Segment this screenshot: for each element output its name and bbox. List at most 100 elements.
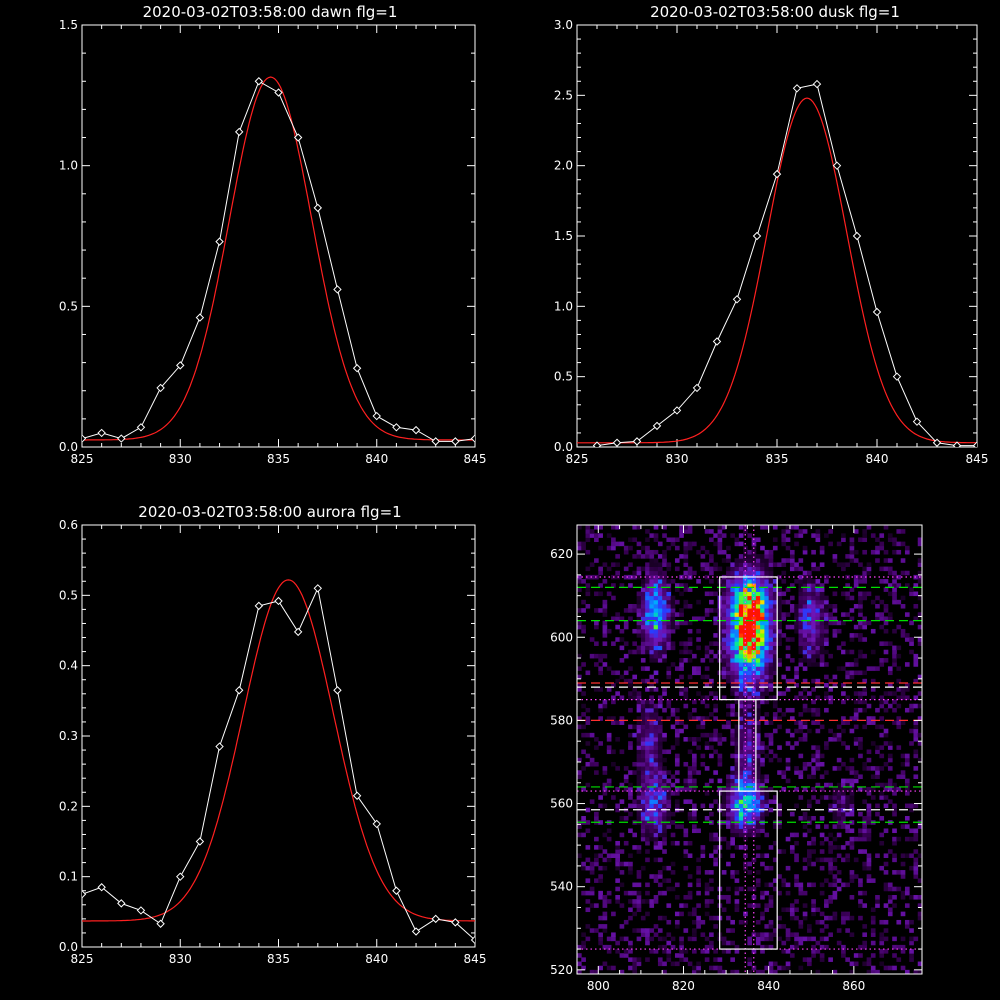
spectrogram-cell xyxy=(768,624,774,630)
spectrogram-cell xyxy=(755,707,761,713)
spectrogram-cell xyxy=(666,949,672,954)
spectrogram-cell xyxy=(611,682,616,688)
spectrogram-cell xyxy=(598,895,603,900)
spectrogram-cell xyxy=(585,732,591,738)
dusk-data-point xyxy=(952,441,962,447)
spectrogram-cell xyxy=(832,558,838,563)
spectrogram-cell xyxy=(726,599,731,605)
spectrogram-cell xyxy=(875,603,880,609)
spectrogram-cell xyxy=(875,853,880,858)
spectrogram-cell xyxy=(649,562,655,567)
spectrogram-cell xyxy=(892,828,897,834)
spectrogram-cell xyxy=(768,587,774,592)
spectrogram-cell xyxy=(870,766,876,771)
spectrogram-cell xyxy=(832,628,838,634)
spectrogram-cell xyxy=(764,620,770,626)
spectrogram-cell xyxy=(896,687,902,692)
spectrogram-cell xyxy=(824,741,829,746)
spectrogram-cell xyxy=(653,687,659,692)
spectrogram-cell xyxy=(687,766,693,771)
spectrogram-cell xyxy=(577,674,582,680)
spectrogram-cell xyxy=(862,529,868,534)
spectrogram-cell xyxy=(849,757,855,763)
spectrogram-cell xyxy=(726,591,731,597)
dawn-data-point xyxy=(392,423,401,432)
spectrogram-cell xyxy=(662,936,667,942)
spectrogram-cell xyxy=(917,624,923,630)
aurora-data-point xyxy=(254,601,264,611)
spectrogram-cell xyxy=(798,712,804,717)
spectrogram-cell xyxy=(623,545,629,551)
spectrogram-cell xyxy=(628,782,633,788)
spectrogram-cell xyxy=(755,940,761,946)
spectrogram-cell xyxy=(755,932,761,937)
spectrogram-cell xyxy=(636,724,642,730)
spectrogram-cell xyxy=(653,628,659,634)
spectrogram-cell xyxy=(636,741,642,746)
spectrogram-cell xyxy=(670,936,676,942)
spectrogram-cell xyxy=(815,949,821,954)
spectrogram-cell xyxy=(649,574,655,580)
spectrogram-cell xyxy=(866,803,872,809)
spectrogram-cell xyxy=(887,757,893,763)
spectrogram-cell xyxy=(815,608,821,613)
spectrogram-cell xyxy=(824,628,829,634)
spectrogram-cell xyxy=(726,678,731,684)
spectrogram-cell xyxy=(781,558,787,563)
spectrogram-cell xyxy=(862,903,868,908)
spectrogram-cell xyxy=(623,653,629,659)
spectrogram-cell xyxy=(777,633,782,638)
spectrogram-cell xyxy=(730,940,735,946)
spectrogram-cell xyxy=(738,766,744,771)
spectrogram-cell xyxy=(645,791,650,796)
spectrogram-cell xyxy=(636,845,642,850)
spectrogram-cell xyxy=(726,554,731,559)
spectrogram-cell xyxy=(632,574,638,580)
spectrogram-cell xyxy=(760,545,765,551)
spectrogram-cell xyxy=(585,537,591,543)
spectrogram-cell xyxy=(683,649,689,655)
spectrogram-cell xyxy=(696,745,701,750)
spectrogram-cell xyxy=(628,741,633,746)
spectrogram-cell xyxy=(751,641,757,646)
spectrogram-cell xyxy=(747,695,753,701)
spectrogram-cell xyxy=(815,757,821,763)
spectrogram-xtick-label: 860 xyxy=(842,979,865,993)
spectrogram-cell xyxy=(632,525,638,530)
spectrogram-cell xyxy=(709,745,714,750)
spectrogram-box xyxy=(719,790,778,950)
spectrogram-cell xyxy=(598,583,603,588)
spectrogram-cell xyxy=(777,874,782,879)
spectrogram-cell xyxy=(636,745,642,750)
spectrogram-cell xyxy=(666,608,672,613)
spectrogram-cell xyxy=(832,911,838,917)
spectrogram-cell xyxy=(743,620,748,626)
spectrogram-cell xyxy=(636,757,642,763)
spectrogram-cell xyxy=(802,816,808,821)
spectrogram-cell xyxy=(696,903,701,908)
spectrogram-cell xyxy=(896,786,902,792)
spectrogram-cell xyxy=(849,840,855,846)
spectrogram-cell xyxy=(875,595,880,601)
spectrogram-cell xyxy=(619,720,625,725)
spectrogram-cell xyxy=(743,566,748,572)
spectrogram-cell xyxy=(836,645,842,651)
spectrogram-cell xyxy=(798,890,804,896)
spectrogram-cell xyxy=(858,691,863,696)
spectrogram-cell xyxy=(662,603,667,609)
spectrogram-cell xyxy=(640,591,646,597)
spectrogram-cell xyxy=(892,791,897,796)
spectrogram-cell xyxy=(581,541,586,547)
spectrogram-cell xyxy=(615,857,620,863)
spectrogram-cell xyxy=(887,682,893,688)
spectrogram-cell xyxy=(777,616,782,622)
spectrogram-cell xyxy=(896,653,902,659)
dawn-data-point xyxy=(352,364,362,373)
spectrogram-cell xyxy=(662,782,667,788)
spectrogram-cell xyxy=(696,828,701,834)
spectrogram-cell xyxy=(755,741,761,746)
spectrogram-cell xyxy=(670,774,676,779)
spectrogram-cell xyxy=(602,944,608,950)
spectrogram-cell xyxy=(636,799,642,804)
spectrogram-cell xyxy=(798,695,804,701)
